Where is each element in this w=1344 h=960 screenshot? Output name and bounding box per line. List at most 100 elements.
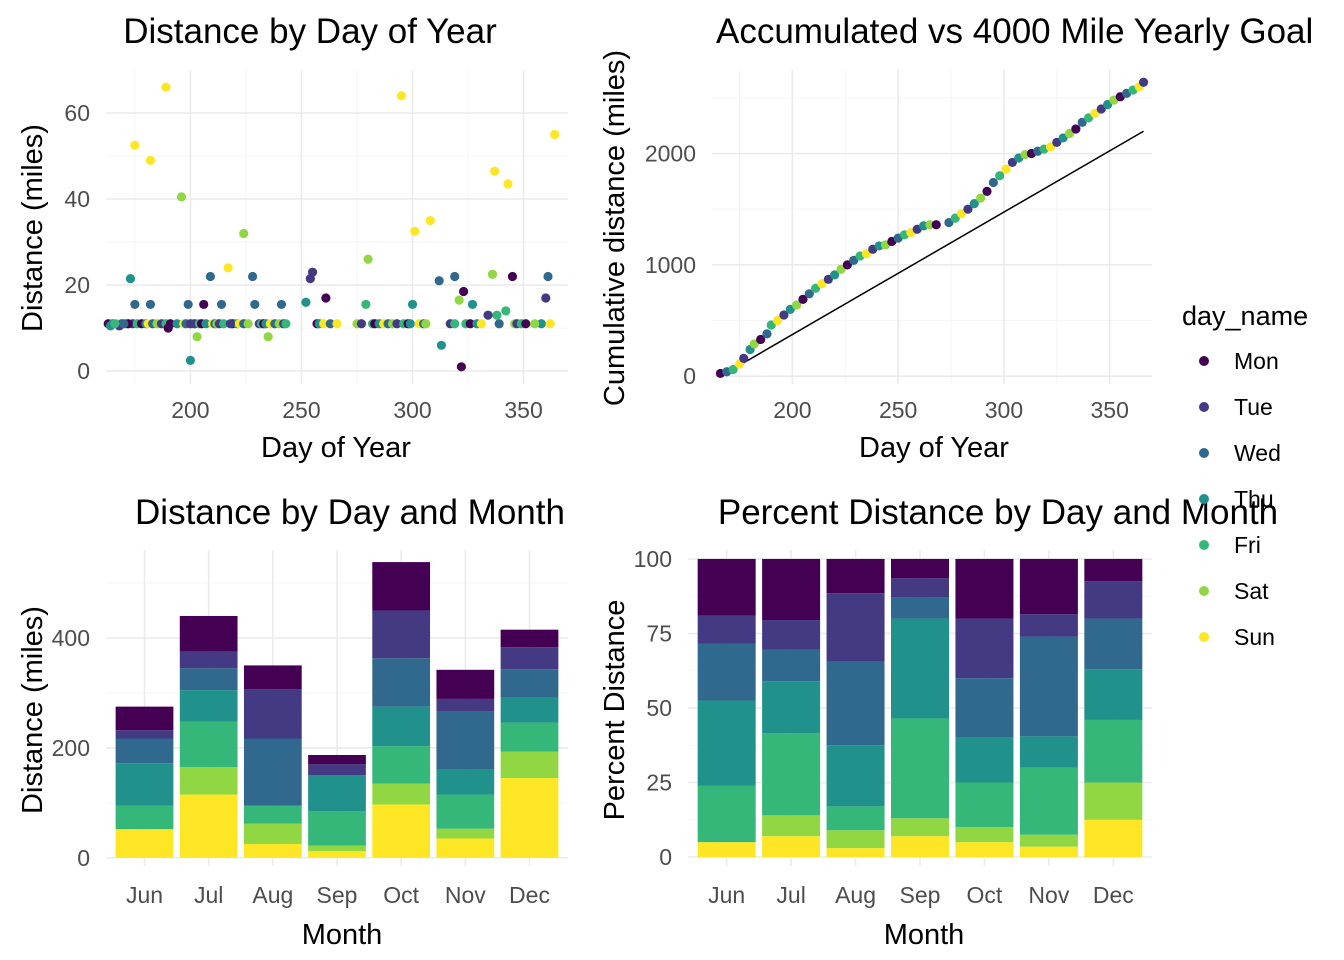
bar-segment-sat-aug bbox=[826, 830, 885, 849]
bar-segment-fri-sep bbox=[891, 718, 949, 819]
x-tick-label: Dec bbox=[509, 882, 550, 908]
point-thu bbox=[185, 355, 196, 365]
bar-segment-sun-jun bbox=[697, 842, 756, 858]
point-sun bbox=[550, 129, 560, 140]
x-tick-label: Oct bbox=[383, 882, 419, 908]
bar-segment-wed-jun bbox=[115, 738, 174, 764]
point-sat bbox=[792, 300, 802, 310]
bar-segment-thu-oct bbox=[372, 706, 431, 747]
point-tue bbox=[739, 353, 749, 363]
x-tick-label: 200 bbox=[171, 397, 209, 423]
grid bbox=[106, 70, 568, 384]
y-tick-label: 0 bbox=[77, 845, 90, 871]
legend-label: Thu bbox=[1234, 486, 1274, 512]
stacked-bars bbox=[115, 562, 559, 858]
bar-segment-sat-nov bbox=[436, 828, 495, 839]
point-fri bbox=[501, 306, 511, 316]
bar-segment-fri-nov bbox=[1019, 767, 1078, 835]
point-sat bbox=[454, 295, 464, 305]
bar-segment-fri-jun bbox=[115, 805, 174, 830]
bar-segment-sun-oct bbox=[372, 804, 431, 858]
x-tick-label: 300 bbox=[985, 397, 1023, 423]
bar-segment-wed-jun bbox=[697, 643, 756, 701]
x-axis-ticks: Jun Jul Aug Sep Oct Nov Dec bbox=[708, 882, 1134, 908]
point-thu bbox=[536, 319, 546, 329]
point-mon bbox=[756, 334, 766, 345]
legend-item-sat: Sat bbox=[1199, 578, 1269, 604]
bar-segment-sat-aug bbox=[243, 823, 302, 845]
panel-distance-by-day-of-year: Distance by Day of Year 200 250 300 350 0 20… bbox=[17, 12, 568, 464]
x-axis-ticks: Jun Jul Aug Sep Oct Nov Dec bbox=[126, 882, 550, 908]
point-sat bbox=[192, 332, 202, 342]
y-tick-label: 75 bbox=[646, 620, 672, 646]
point-tue bbox=[185, 319, 196, 329]
bar-segment-thu-jul bbox=[179, 690, 238, 722]
bar-segment-thu-jun bbox=[115, 763, 174, 806]
bar-segment-sun-oct bbox=[955, 842, 1014, 858]
bar-segment-fri-aug bbox=[826, 806, 885, 831]
point-sat bbox=[243, 319, 253, 329]
y-tick-label: 25 bbox=[646, 770, 672, 796]
point-sat bbox=[363, 254, 373, 264]
legend-key-mon bbox=[1199, 356, 1209, 366]
bar-segment-tue-dec bbox=[500, 647, 559, 670]
bar-segment-fri-oct bbox=[372, 746, 431, 784]
x-tick-label: Jul bbox=[776, 882, 805, 908]
bar-segment-sat-dec bbox=[500, 751, 559, 779]
x-tick-label: Nov bbox=[445, 882, 486, 908]
y-tick-label: 60 bbox=[64, 100, 90, 126]
y-axis-title: Distance (miles) bbox=[17, 124, 49, 332]
point-wed bbox=[276, 299, 287, 310]
y-axis-ticks: 0 1000 2000 bbox=[645, 141, 696, 390]
stacked-percent-bars bbox=[697, 558, 1143, 858]
bar-segment-thu-sep bbox=[308, 775, 366, 812]
bar-segment-thu-aug bbox=[826, 745, 885, 807]
legend-label: Sat bbox=[1234, 578, 1269, 604]
point-sun bbox=[503, 179, 513, 189]
y-tick-label: 20 bbox=[64, 272, 90, 298]
point-sun bbox=[476, 319, 486, 329]
y-axis-title: Percent Distance bbox=[599, 600, 631, 821]
point-sun bbox=[1001, 164, 1011, 174]
bar-segment-fri-dec bbox=[1084, 719, 1143, 783]
point-wed bbox=[762, 329, 772, 339]
point-tue bbox=[963, 204, 973, 214]
x-axis-title: Month bbox=[302, 919, 383, 951]
bar-segment-tue-sep bbox=[308, 764, 366, 776]
point-sun bbox=[396, 91, 407, 101]
bar-segment-mon-aug bbox=[826, 558, 885, 594]
x-axis-title: Day of Year bbox=[261, 432, 411, 464]
y-tick-label: 40 bbox=[64, 186, 90, 212]
bar-segment-mon-dec bbox=[1084, 558, 1143, 582]
bar-segment-fri-nov bbox=[436, 794, 495, 829]
bar-segment-tue-dec bbox=[1084, 581, 1143, 619]
legend-label: Sun bbox=[1234, 624, 1275, 650]
y-axis-ticks: 0 200 400 bbox=[52, 625, 90, 871]
bar-segment-tue-aug bbox=[826, 593, 885, 662]
bar-segment-sun-sep bbox=[891, 836, 949, 858]
bar-segment-sun-dec bbox=[1084, 819, 1143, 858]
bar-segment-sun-nov bbox=[1019, 846, 1078, 858]
bar-segment-sat-nov bbox=[1019, 834, 1078, 847]
bar-segment-fri-dec bbox=[500, 722, 559, 752]
point-sun bbox=[319, 319, 329, 329]
point-sat bbox=[263, 332, 273, 342]
panel-accumulated-vs-goal: Accumulated vs 4000 Mile Yearly Goal 200… bbox=[599, 12, 1313, 464]
point-fri bbox=[995, 171, 1005, 181]
point-mon bbox=[199, 299, 209, 310]
bar-segment-mon-nov bbox=[1019, 558, 1078, 615]
panel-distance-by-day-and-month: Distance by Day and Month Jun Jul Aug Sep Oc… bbox=[17, 493, 568, 951]
point-sun bbox=[490, 166, 500, 176]
x-tick-label: Aug bbox=[835, 882, 876, 908]
x-tick-label: 200 bbox=[773, 397, 811, 423]
point-mon bbox=[163, 323, 173, 333]
bar-segment-sun-sep bbox=[308, 851, 366, 858]
bar-segment-tue-oct bbox=[955, 618, 1014, 679]
bar-segment-wed-jul bbox=[762, 649, 821, 682]
point-wed bbox=[183, 299, 193, 310]
point-mon bbox=[521, 319, 531, 329]
bar-segment-sat-sep bbox=[891, 818, 949, 837]
bar-segment-thu-oct bbox=[955, 737, 1014, 783]
point-fri bbox=[450, 319, 460, 329]
